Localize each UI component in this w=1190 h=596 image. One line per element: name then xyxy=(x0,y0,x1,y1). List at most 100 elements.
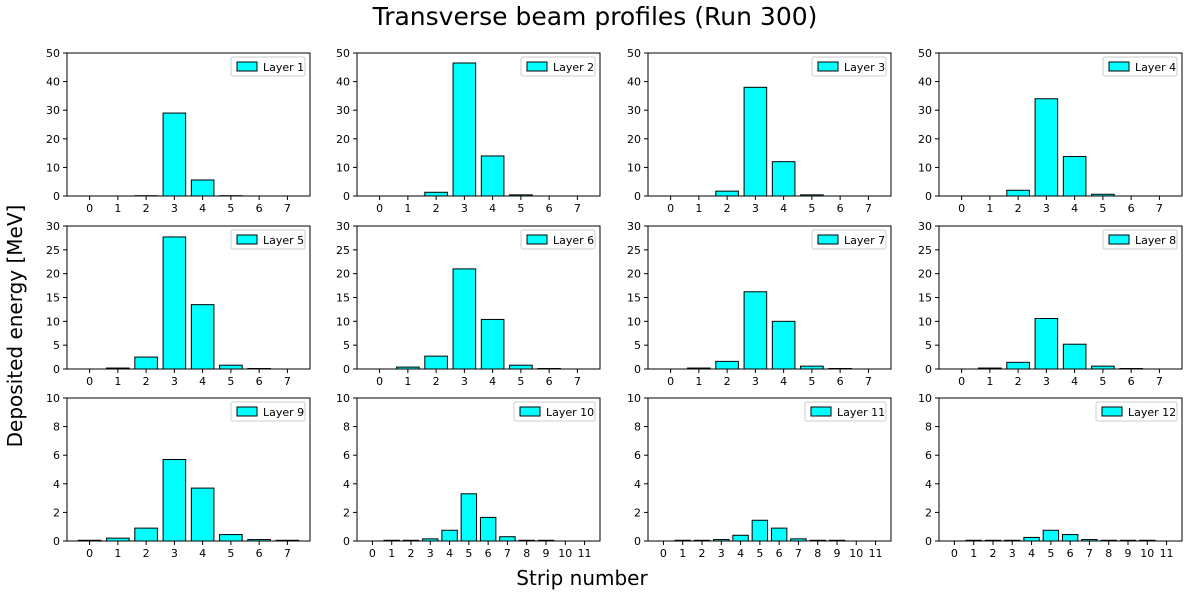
bar xyxy=(452,268,477,370)
y-tick-label: 15 xyxy=(918,292,932,305)
y-tick-label: 30 xyxy=(627,220,641,233)
y-tick-label: 0 xyxy=(634,535,641,548)
x-tick-label: 6 xyxy=(776,547,783,560)
y-tick-label: 0 xyxy=(343,363,350,376)
x-tick-label: 3 xyxy=(461,202,468,215)
x-tick-label: 1 xyxy=(695,375,702,388)
x-tick-label: 2 xyxy=(990,547,997,560)
y-tick-label: 50 xyxy=(336,47,350,60)
y-tick-label: 0 xyxy=(53,535,60,548)
legend-swatch xyxy=(236,406,258,417)
legend-label: Layer 4 xyxy=(1135,61,1176,74)
legend-swatch xyxy=(1108,234,1130,245)
y-tick-label: 0 xyxy=(634,190,641,203)
y-tick-label: 0 xyxy=(634,363,641,376)
bar xyxy=(134,356,158,370)
y-tick-label: 6 xyxy=(634,449,641,462)
y-tick-label: 0 xyxy=(343,535,350,548)
y-tick-label: 40 xyxy=(336,76,350,89)
bar xyxy=(743,291,768,370)
x-tick-label: 0 xyxy=(376,375,383,388)
x-tick-label: 0 xyxy=(376,202,383,215)
x-tick-label: 0 xyxy=(951,547,958,560)
y-tick-label: 10 xyxy=(627,392,641,405)
x-tick-label: 7 xyxy=(574,202,581,215)
bar xyxy=(190,487,215,542)
x-tick-label: 4 xyxy=(489,202,496,215)
y-tick-label: 15 xyxy=(336,292,350,305)
x-tick-label: 6 xyxy=(546,375,553,388)
x-tick-label: 1 xyxy=(114,547,121,560)
y-tick-label: 50 xyxy=(918,47,932,60)
y-tick-label: 2 xyxy=(925,506,932,519)
axes-frame xyxy=(356,52,601,197)
y-tick-label: 10 xyxy=(627,161,641,174)
bar xyxy=(732,534,749,542)
x-tick-label: 1 xyxy=(114,202,121,215)
bar xyxy=(751,519,769,542)
y-tick-label: 20 xyxy=(627,268,641,281)
x-tick-label: 7 xyxy=(865,202,872,215)
y-tick-label: 20 xyxy=(336,133,350,146)
y-tick-label: 50 xyxy=(46,47,60,60)
x-tick-label: 4 xyxy=(1028,547,1035,560)
bar xyxy=(190,304,215,370)
y-tick-label: 0 xyxy=(53,190,60,203)
legend-swatch xyxy=(817,234,839,245)
x-tick-label: 1 xyxy=(986,375,993,388)
x-tick-label: 7 xyxy=(284,547,291,560)
x-tick-label: 5 xyxy=(517,375,524,388)
legend-swatch xyxy=(810,406,832,417)
axes-frame xyxy=(647,397,892,542)
y-tick-label: 10 xyxy=(918,161,932,174)
x-tick-label: 6 xyxy=(1128,375,1135,388)
x-tick-label: 5 xyxy=(808,375,815,388)
x-axis-label: Strip number xyxy=(516,566,648,590)
x-tick-label: 4 xyxy=(489,375,496,388)
y-tick-label: 2 xyxy=(53,506,60,519)
x-tick-label: 5 xyxy=(517,202,524,215)
y-tick-label: 20 xyxy=(336,268,350,281)
bar xyxy=(770,527,788,542)
x-tick-label: 6 xyxy=(837,202,844,215)
y-tick-label: 4 xyxy=(925,478,932,491)
x-tick-label: 5 xyxy=(808,202,815,215)
x-tick-label: 2 xyxy=(433,202,440,215)
y-tick-label: 5 xyxy=(53,339,60,352)
x-tick-label: 0 xyxy=(660,547,667,560)
y-tick-label: 5 xyxy=(343,339,350,352)
subplot-layer-2: 0 10 20 30 40 50 0 1 2 3 4 5 6 7 Layer 2 xyxy=(336,47,601,215)
bar xyxy=(715,360,739,370)
subplot-layer-9: 0 2 4 6 8 10 0 1 2 3 4 5 6 7 Layer 9 xyxy=(46,392,311,560)
legend-swatch xyxy=(1101,406,1123,417)
x-tick-label: 3 xyxy=(461,375,468,388)
y-tick-label: 8 xyxy=(53,421,60,434)
bar xyxy=(479,516,497,542)
y-tick-label: 40 xyxy=(627,76,641,89)
x-tick-label: 6 xyxy=(485,547,492,560)
y-tick-label: 10 xyxy=(918,392,932,405)
x-tick-label: 6 xyxy=(837,375,844,388)
x-tick-label: 4 xyxy=(446,547,453,560)
bar xyxy=(771,161,796,197)
x-tick-label: 5 xyxy=(1099,375,1106,388)
x-tick-label: 0 xyxy=(958,375,965,388)
y-tick-label: 8 xyxy=(343,421,350,434)
axes-frame xyxy=(66,397,311,542)
y-tick-label: 10 xyxy=(46,315,60,328)
legend-swatch xyxy=(526,234,548,245)
bar xyxy=(460,493,478,542)
y-tick-label: 0 xyxy=(53,363,60,376)
bar xyxy=(1034,98,1059,197)
y-tick-label: 20 xyxy=(627,133,641,146)
x-tick-label: 7 xyxy=(284,202,291,215)
y-tick-label: 30 xyxy=(46,104,60,117)
y-tick-label: 30 xyxy=(627,104,641,117)
x-tick-label: 9 xyxy=(1125,547,1132,560)
y-tick-label: 20 xyxy=(46,133,60,146)
x-tick-label: 4 xyxy=(199,547,206,560)
y-tick-label: 20 xyxy=(918,268,932,281)
bar xyxy=(480,318,505,370)
y-tick-label: 30 xyxy=(336,104,350,117)
legend-label: Layer 2 xyxy=(553,61,594,74)
